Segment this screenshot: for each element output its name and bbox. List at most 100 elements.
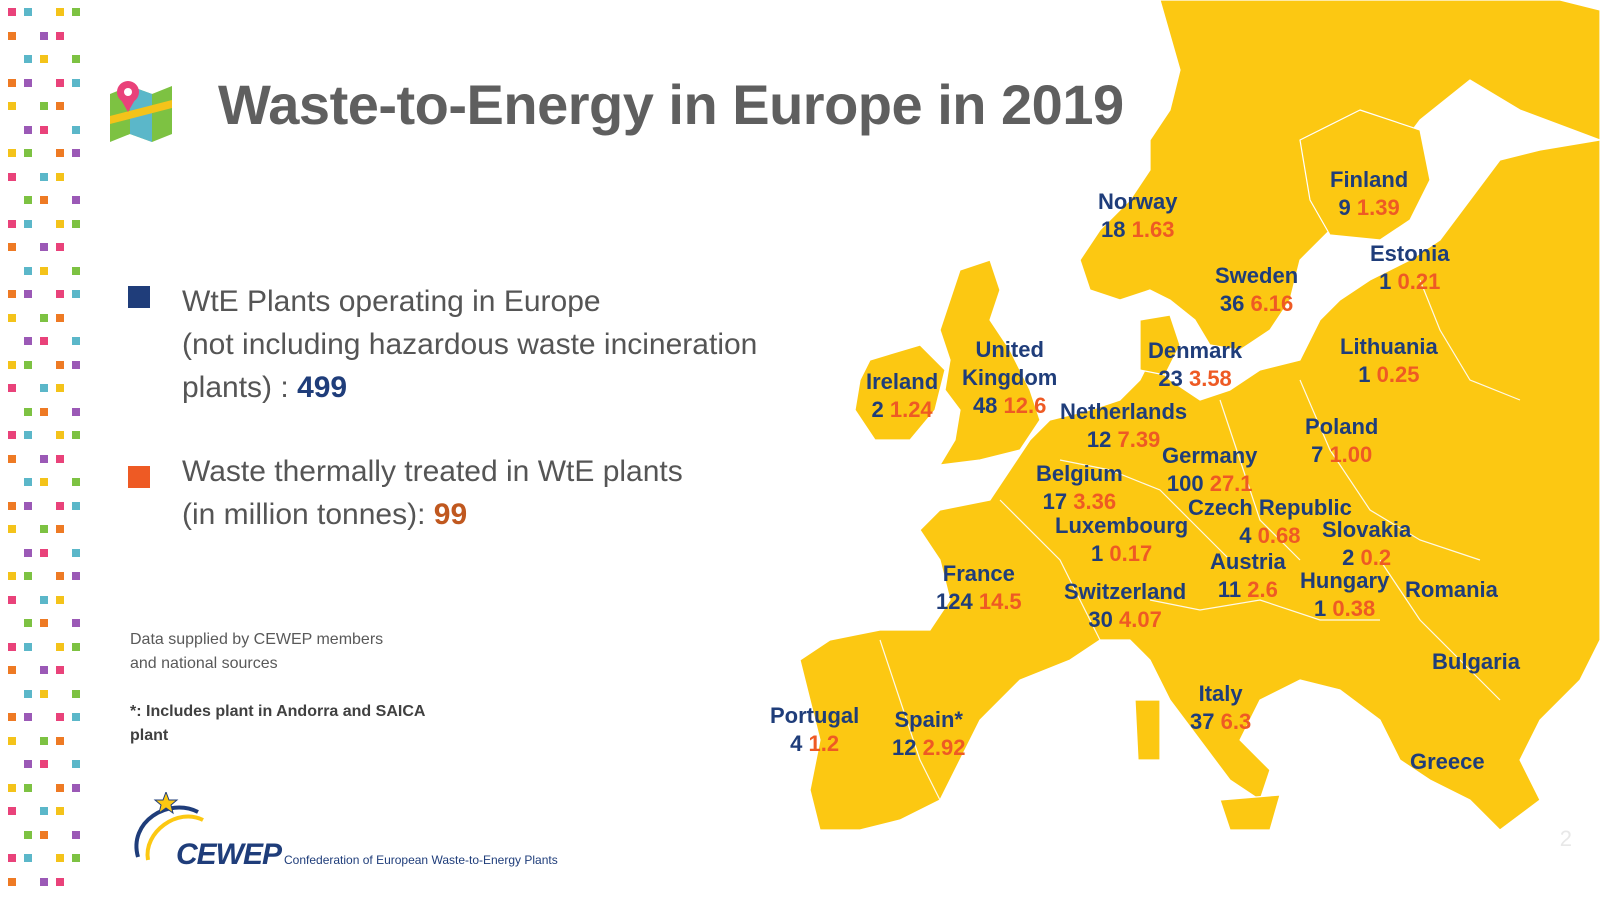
label-finland: Finland 9 1.39 <box>1330 166 1408 222</box>
map-region-ireland <box>854 344 946 441</box>
decorative-dot <box>8 149 16 157</box>
plants-count: 2 <box>871 397 884 422</box>
label-lithuania: Lithuania 1 0.25 <box>1340 333 1438 389</box>
source-note-line2: and national sources <box>130 655 278 672</box>
decorative-dot <box>56 713 64 721</box>
decorative-dot <box>56 172 64 181</box>
country-name: Germany <box>1162 443 1258 468</box>
decorative-dot <box>24 149 32 157</box>
source-note: Data supplied by CEWEP members and natio… <box>130 628 383 676</box>
legend-plants-line3-prefix: plants) : <box>182 371 298 404</box>
decorative-dot <box>40 337 48 345</box>
country-name: Estonia <box>1370 241 1450 266</box>
waste-tonnes: 6.3 <box>1220 709 1252 734</box>
plants-count: 4 <box>790 731 803 756</box>
decorative-dot <box>8 313 16 322</box>
decorative-dot <box>56 431 64 439</box>
decorative-dot <box>72 572 80 580</box>
footnote-line1: *: Includes plant in Andorra and SAICA <box>130 703 426 720</box>
decorative-dot <box>40 807 48 815</box>
decorative-dot <box>24 266 32 275</box>
cewep-logo-subtitle: Confederation of European Waste-to-Energ… <box>284 853 558 867</box>
waste-tonnes: 0.2 <box>1360 545 1392 570</box>
label-romania: Romania <box>1405 576 1498 604</box>
plants-count: 7 <box>1311 442 1324 467</box>
waste-tonnes: 3.36 <box>1073 489 1117 514</box>
decorative-dot <box>8 360 16 369</box>
label-denmark: Denmark 23 3.58 <box>1148 337 1242 393</box>
decorative-dot <box>56 290 64 298</box>
waste-tonnes: 14.5 <box>978 589 1022 614</box>
plants-count: 1 <box>1091 541 1104 566</box>
decorative-dot <box>56 384 64 392</box>
plants-count: 48 <box>972 393 998 418</box>
decorative-dot <box>40 666 48 674</box>
decorative-dot <box>8 525 16 533</box>
plants-count: 11 <box>1217 577 1242 602</box>
country-name: Ireland <box>866 369 939 394</box>
decorative-dot <box>56 666 64 674</box>
label-bulgaria: Bulgaria <box>1432 648 1520 676</box>
country-name: Hungary <box>1300 568 1390 593</box>
label-slovakia: Slovakia 2 0.2 <box>1322 516 1411 572</box>
plants-count: 30 <box>1088 607 1113 632</box>
decorative-dot <box>8 31 16 40</box>
decorative-dot <box>24 478 32 486</box>
decorative-dot <box>40 736 48 745</box>
country-name: Kingdom <box>962 365 1058 390</box>
decorative-dot <box>24 689 32 698</box>
country-name: Poland <box>1305 414 1379 439</box>
plants-count: 23 <box>1158 366 1183 391</box>
decorative-dot <box>8 219 16 228</box>
label-greece: Greece <box>1410 748 1485 776</box>
decorative-dot <box>24 78 32 87</box>
decorative-dot <box>56 501 64 510</box>
decorative-dot <box>72 266 80 275</box>
country-name: France <box>942 561 1015 586</box>
legend-plants-value: 499 <box>297 371 348 404</box>
waste-tonnes: 0.25 <box>1376 362 1420 387</box>
decorative-dot <box>40 478 48 486</box>
country-name: Denmark <box>1148 338 1243 363</box>
decorative-dot <box>40 877 48 886</box>
decorative-dot <box>56 219 64 228</box>
legend-plants-line2: (not including hazardous waste incinerat… <box>182 328 758 361</box>
label-portugal: Portugal 4 1.2 <box>770 702 859 758</box>
waste-tonnes: 1.39 <box>1356 195 1400 220</box>
decorative-dot <box>8 384 16 392</box>
decorative-dot <box>40 619 48 627</box>
decorative-dot <box>8 78 16 87</box>
plants-count: 2 <box>1342 545 1355 570</box>
decorative-dot <box>56 243 64 251</box>
decorative-dot <box>40 102 48 110</box>
label-czech-republic: Czech Republic 4 0.68 <box>1188 494 1352 550</box>
decorative-dot <box>72 8 80 16</box>
label-spain: Spain* 12 2.92 <box>892 706 965 762</box>
decorative-dot <box>8 572 16 580</box>
decorative-dot <box>40 689 48 698</box>
decorative-dot <box>56 78 64 87</box>
country-name: Bulgaria <box>1432 649 1521 674</box>
decorative-dot <box>72 783 80 792</box>
decorative-dot <box>72 431 80 439</box>
decorative-dot <box>24 290 32 298</box>
map-region-sardinia <box>1134 699 1161 761</box>
decorative-dot <box>56 783 64 792</box>
waste-tonnes: 1.24 <box>889 397 933 422</box>
decorative-dot <box>72 337 80 345</box>
decorative-dot <box>40 384 48 392</box>
decorative-dot <box>40 125 48 134</box>
decorative-dot <box>8 736 16 745</box>
plants-count: 12 <box>892 735 917 760</box>
decorative-dot <box>72 219 80 228</box>
decorative-dot <box>24 783 32 792</box>
label-italy: Italy 37 6.3 <box>1190 680 1251 736</box>
label-austria: Austria 11 2.6 <box>1210 548 1286 604</box>
decorative-dot <box>56 525 64 533</box>
country-name: Italy <box>1198 681 1243 706</box>
waste-tonnes: 1.2 <box>808 731 840 756</box>
decorative-dot <box>24 55 32 63</box>
legend-plants: WtE Plants operating in Europe (not incl… <box>182 280 757 409</box>
decorative-dot <box>40 407 48 416</box>
map-region-finland <box>1299 109 1431 241</box>
